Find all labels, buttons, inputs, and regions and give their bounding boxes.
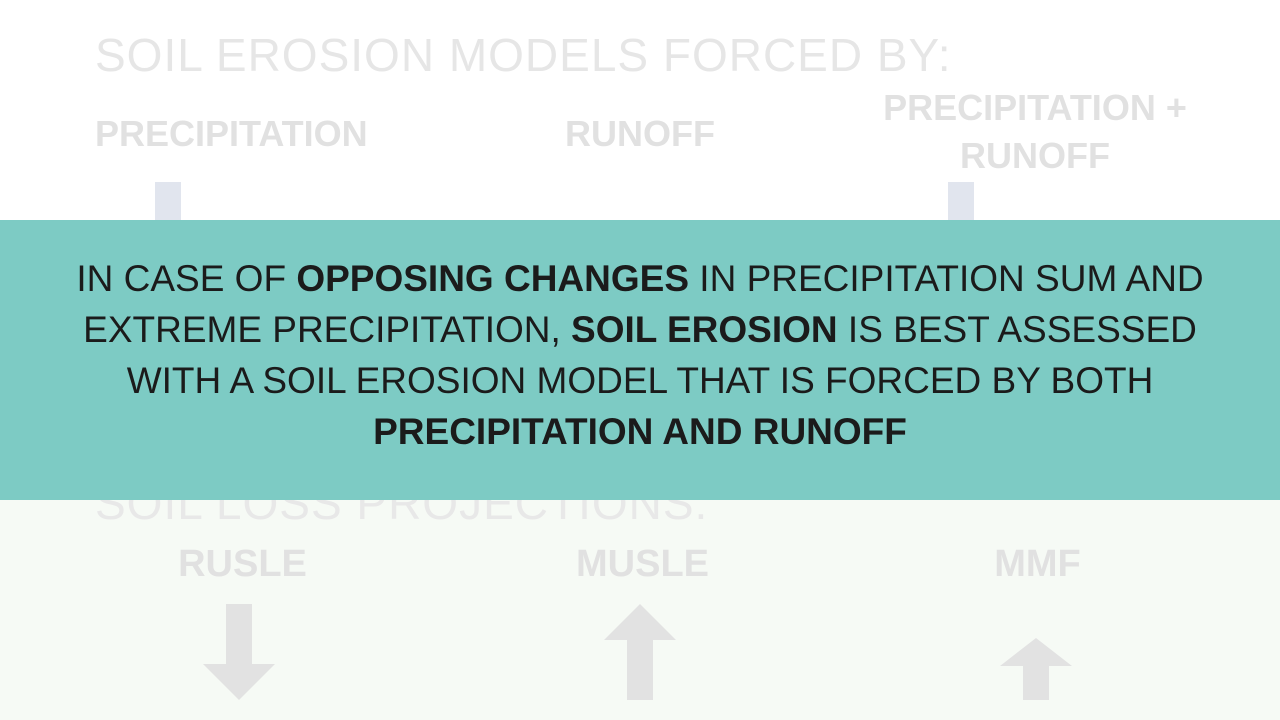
message-emphasis: OPPOSING CHANGES	[296, 258, 690, 299]
model-label-musle: MUSLE	[576, 543, 709, 585]
connector-bar	[155, 182, 181, 220]
column-header-precipitation: PRECIPITATION	[95, 113, 368, 154]
model-label-rusle: RUSLE	[178, 543, 307, 585]
column-header-line-2: RUNOFF	[960, 135, 1110, 176]
arrow-up-icon	[604, 604, 676, 700]
column-header-precipitation-runoff: PRECIPITATION + RUNOFF	[860, 84, 1210, 180]
model-label-mmf: MMF	[994, 543, 1081, 585]
message-banner: IN CASE OF OPPOSING CHANGES IN PRECIPITA…	[0, 220, 1280, 500]
message-part: IS BEST ASSESSED WITH A SOIL EROSION MOD…	[126, 309, 1197, 401]
message-text: IN CASE OF OPPOSING CHANGES IN PRECIPITA…	[50, 253, 1230, 457]
arrow-down-icon	[203, 604, 275, 700]
slide-title: SOIL EROSION MODELS FORCED BY:	[95, 29, 952, 81]
message-emphasis: PRECIPITATION AND RUNOFF	[373, 411, 907, 452]
arrow-up-icon	[1000, 638, 1072, 700]
message-part: IN PRECIPITATION SUM AND EXTREME PRECIPI…	[83, 258, 1204, 350]
message-emphasis: SOIL EROSION	[571, 309, 838, 350]
connector-bar	[948, 182, 974, 220]
column-header-runoff: RUNOFF	[565, 113, 715, 154]
column-header-line-1: PRECIPITATION +	[883, 87, 1187, 128]
message-part: IN CASE OF	[76, 258, 297, 299]
